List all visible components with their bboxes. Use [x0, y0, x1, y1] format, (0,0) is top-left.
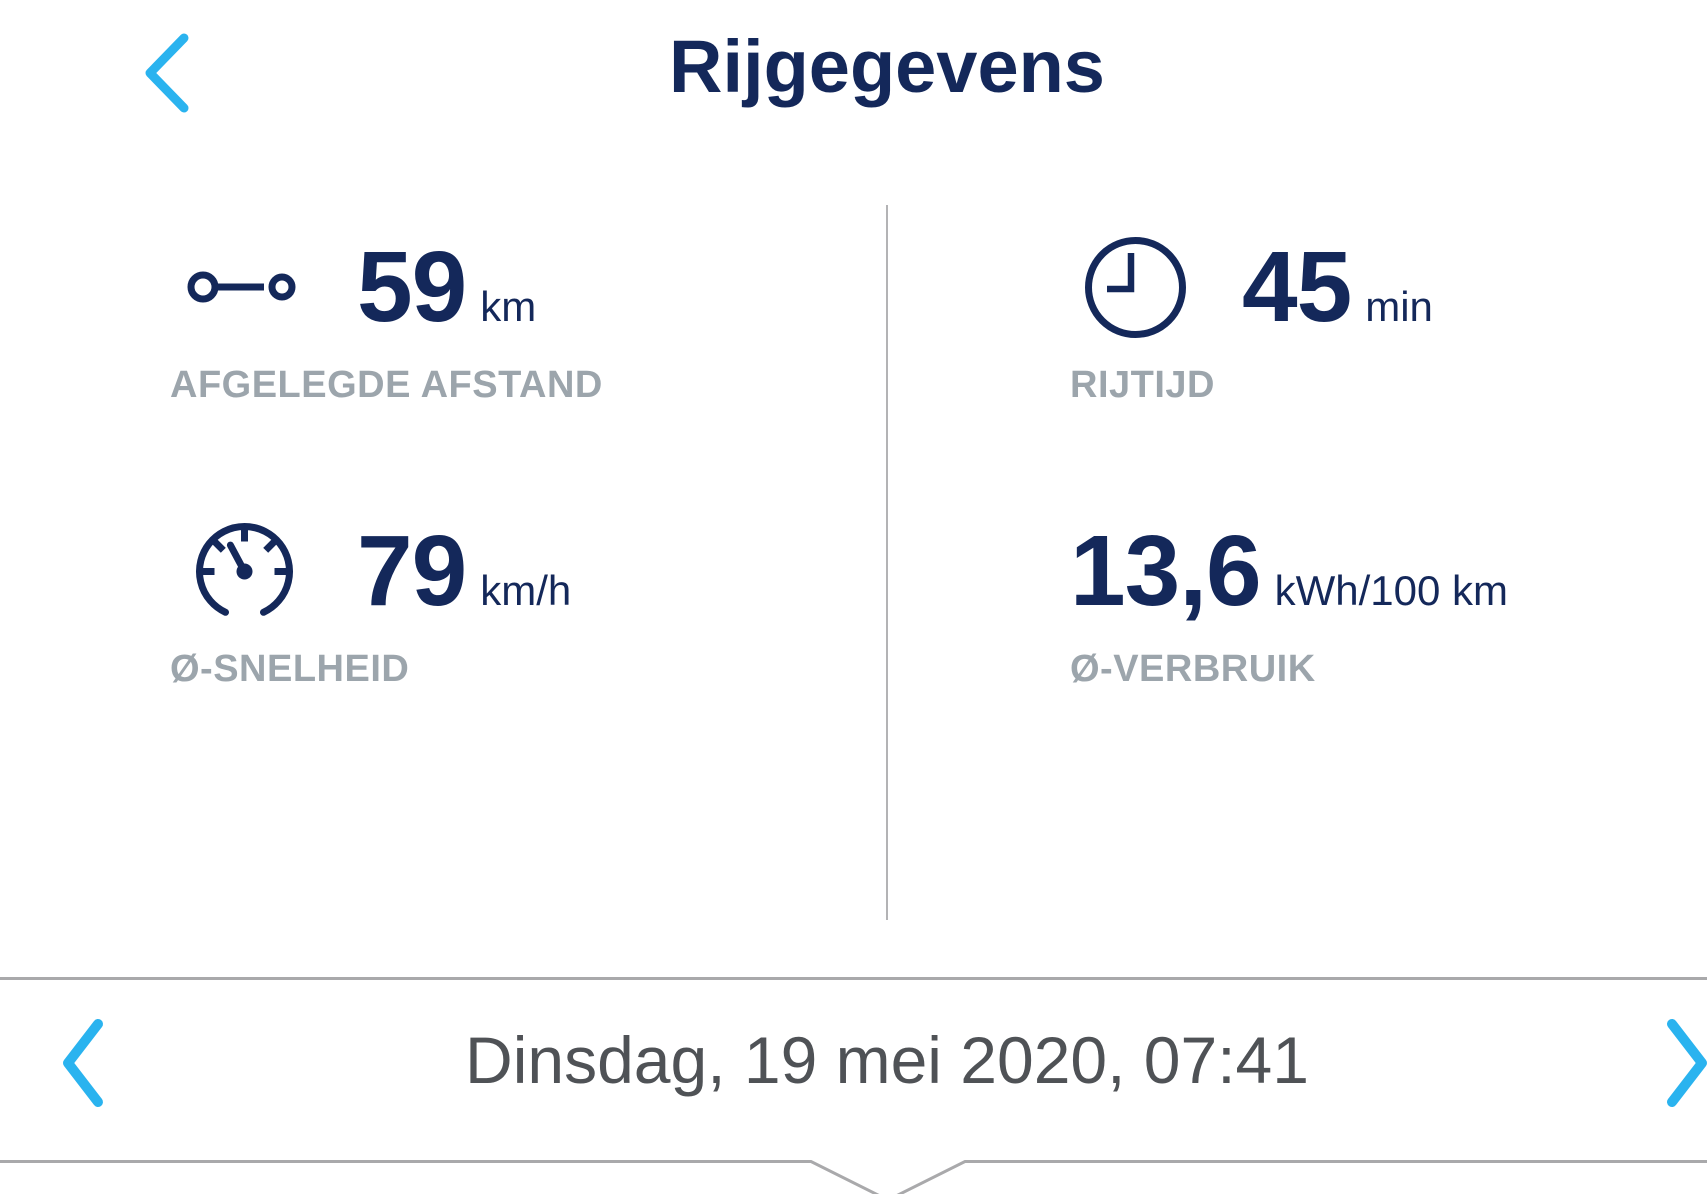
drive-time-unit: min	[1365, 283, 1433, 330]
avg-consumption-unit: kWh/100 km	[1274, 567, 1509, 614]
avg-speed-unit: km/h	[480, 567, 572, 614]
drive-time-value: 45	[1242, 231, 1352, 343]
footer-divider	[0, 977, 1707, 980]
drive-time-label: RIJTIJD	[1070, 364, 1215, 406]
stat-avg-consumption: 13,6 kWh/100 km Ø-VERBRUIK	[1070, 516, 1508, 691]
tab-pointer-notch	[0, 1160, 1707, 1194]
speedometer-icon	[196, 522, 293, 616]
chevron-right-icon	[1667, 1019, 1707, 1107]
next-trip-button[interactable]	[1660, 1016, 1707, 1110]
stat-distance: 59 km AFGELEGDE AFSTAND	[170, 232, 603, 407]
page-title: Rijgegevens	[669, 25, 1105, 108]
stat-avg-speed: 79 km/h Ø-SNELHEID	[170, 516, 571, 691]
avg-consumption-value: 13,6	[1070, 515, 1262, 627]
stat-drive-time: 45 min RIJTIJD	[1070, 232, 1433, 407]
back-button[interactable]	[136, 30, 196, 116]
distance-label: AFGELEGDE AFSTAND	[170, 364, 603, 406]
avg-speed-label: Ø-SNELHEID	[170, 648, 410, 690]
chevron-left-icon	[63, 1019, 103, 1107]
chevron-left-icon	[145, 33, 189, 113]
avg-consumption-label: Ø-VERBRUIK	[1070, 648, 1316, 690]
route-distance-icon	[187, 271, 296, 303]
column-divider	[886, 205, 888, 920]
clock-icon	[1085, 236, 1186, 338]
distance-value: 59	[357, 231, 467, 343]
trip-date-label: Dinsdag, 19 mei 2020, 07:41	[465, 1023, 1309, 1097]
previous-trip-button[interactable]	[58, 1016, 110, 1110]
distance-unit: km	[480, 283, 537, 330]
avg-speed-value: 79	[357, 515, 467, 627]
